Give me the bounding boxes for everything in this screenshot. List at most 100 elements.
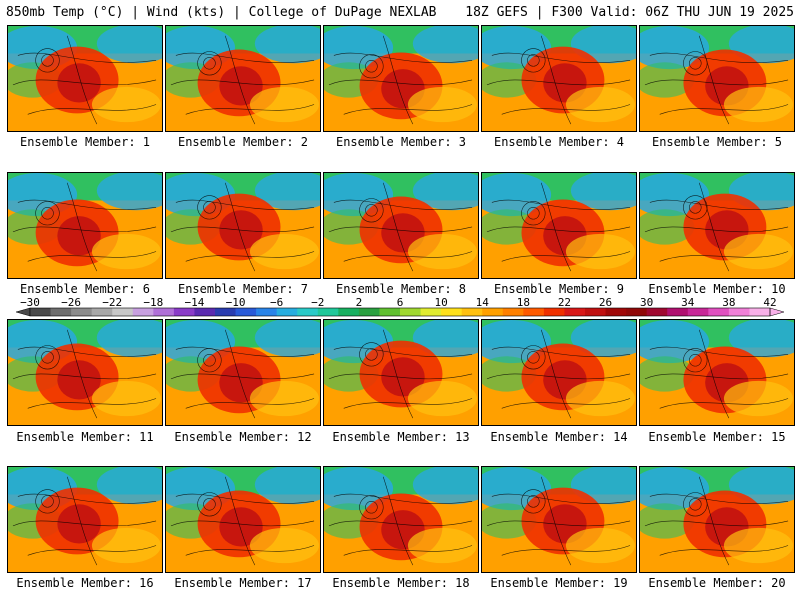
- header-title: 850mb Temp (°C) | Wind (kts) | College o…: [6, 5, 437, 20]
- ensemble-member-label: Ensemble Member: 3: [335, 135, 467, 149]
- ensemble-member-label: Ensemble Member: 13: [332, 430, 470, 444]
- colorbar-tick-label: 38: [722, 296, 736, 309]
- colorbar-tick-label: −6: [270, 296, 284, 309]
- colorbar-tick-label: −14: [184, 296, 205, 309]
- ensemble-member-map: [165, 466, 321, 573]
- colorbar-tick-label: 26: [598, 296, 613, 309]
- colorbar-segment: [173, 308, 195, 316]
- ensemble-member-map: [165, 319, 321, 426]
- ensemble-member-label: Ensemble Member: 20: [648, 576, 786, 590]
- ensemble-member-map: [165, 172, 321, 279]
- ensemble-member-map: [323, 319, 479, 426]
- colorbar-segment: [71, 308, 93, 316]
- colorbar-left-arrow: [15, 307, 31, 317]
- ensemble-member-label: Ensemble Member: 12: [174, 430, 312, 444]
- colorbar-segment: [461, 308, 483, 316]
- colorbar-segment: [112, 308, 134, 316]
- colorbar-segment: [482, 308, 504, 316]
- colorbar-segment: [215, 308, 237, 316]
- colorbar-tick-label: 42: [763, 296, 777, 309]
- colorbar-outline: [29, 307, 771, 317]
- ensemble-member-map: [639, 466, 795, 573]
- ensemble-member-label: Ensemble Member: 11: [16, 430, 154, 444]
- ensemble-member-map: [323, 25, 479, 132]
- ensemble-member-map: [639, 319, 795, 426]
- colorbar-tick-label: −26: [61, 296, 82, 309]
- ensemble-member-label: Ensemble Member: 9: [493, 282, 625, 296]
- ensemble-member-map: [165, 25, 321, 132]
- colorbar-segment: [708, 308, 730, 316]
- ensemble-member-map: [481, 172, 637, 279]
- ensemble-member-label: Ensemble Member: 7: [177, 282, 309, 296]
- colorbar-segment: [276, 308, 298, 316]
- ensemble-member-map: [481, 319, 637, 426]
- colorbar-tick-label: −18: [143, 296, 164, 309]
- ensemble-member-label: Ensemble Member: 14: [490, 430, 628, 444]
- ensemble-member-map: [7, 319, 163, 426]
- colorbar-segment: [687, 308, 709, 316]
- ensemble-member-map: [323, 172, 479, 279]
- colorbar-segment: [338, 308, 360, 316]
- colorbar-tick-label: 30: [640, 296, 654, 309]
- ensemble-member-label: Ensemble Member: 4: [493, 135, 625, 149]
- ensemble-member-label: Ensemble Member: 1: [19, 135, 151, 149]
- colorbar-segment: [585, 308, 607, 316]
- colorbar-segment: [379, 308, 401, 316]
- colorbar-right-arrow: [769, 307, 785, 317]
- colorbar-segment: [523, 308, 545, 316]
- colorbar-segment: [543, 308, 565, 316]
- ensemble-member-label: Ensemble Member: 16: [16, 576, 154, 590]
- ensemble-member-label: Ensemble Member: 18: [332, 576, 470, 590]
- ensemble-member-label: Ensemble Member: 6: [19, 282, 151, 296]
- colorbar-segment: [667, 308, 689, 316]
- ensemble-member-map: [481, 466, 637, 573]
- colorbar-segment: [358, 308, 380, 316]
- ensemble-member-label: Ensemble Member: 15: [648, 430, 786, 444]
- colorbar-tick-label: 22: [557, 296, 572, 309]
- ensemble-member-map: [639, 25, 795, 132]
- colorbar-tick-label: −10: [225, 296, 246, 309]
- colorbar-tick-label: −22: [102, 296, 123, 309]
- colorbar-segment: [235, 308, 257, 316]
- header-valid-time: 18Z GEFS | F300 Valid: 06Z THU JUN 19 20…: [465, 5, 794, 20]
- ensemble-member-label: Ensemble Member: 5: [651, 135, 783, 149]
- colorbar-segment: [626, 308, 648, 316]
- colorbar-segment: [256, 308, 278, 316]
- ensemble-member-label: Ensemble Member: 2: [177, 135, 309, 149]
- ensemble-member-map: [481, 25, 637, 132]
- colorbar-segment: [153, 308, 175, 316]
- colorbar-segment: [194, 308, 216, 316]
- colorbar-segment: [441, 308, 463, 316]
- colorbar-segment: [297, 308, 319, 316]
- colorbar-segment: [420, 308, 442, 316]
- colorbar-tick-label: 34: [681, 296, 695, 309]
- ensemble-member-label: Ensemble Member: 19: [490, 576, 628, 590]
- ensemble-member-label: Ensemble Member: 8: [335, 282, 467, 296]
- ensemble-member-map: [7, 25, 163, 132]
- colorbar-tick-label: 18: [516, 296, 530, 309]
- colorbar-segment: [605, 308, 627, 316]
- colorbar-segment: [400, 308, 422, 316]
- colorbar-segment: [30, 308, 52, 316]
- colorbar-segment: [317, 308, 339, 316]
- ensemble-member-map: [323, 466, 479, 573]
- ensemble-member-label: Ensemble Member: 10: [648, 282, 786, 296]
- colorbar-segment: [50, 308, 72, 316]
- ensemble-member-label: Ensemble Member: 17: [174, 576, 312, 590]
- colorbar-tick-label: −2: [311, 296, 325, 309]
- colorbar-tick-label: 10: [434, 296, 448, 309]
- colorbar-segment: [749, 308, 771, 316]
- colorbar-tick-label: 14: [475, 296, 489, 309]
- ensemble-member-map: [7, 466, 163, 573]
- temperature-colorbar: [15, 307, 785, 317]
- colorbar-segment: [646, 308, 668, 316]
- ensemble-member-map: [7, 172, 163, 279]
- colorbar-tick-label: 2: [355, 296, 363, 309]
- colorbar-segment: [564, 308, 586, 316]
- colorbar-segment: [132, 308, 154, 316]
- colorbar-segment: [502, 308, 524, 316]
- colorbar-segment: [91, 308, 113, 316]
- ensemble-member-map: [639, 172, 795, 279]
- colorbar-segment: [728, 308, 750, 316]
- colorbar-tick-label: −30: [20, 296, 40, 309]
